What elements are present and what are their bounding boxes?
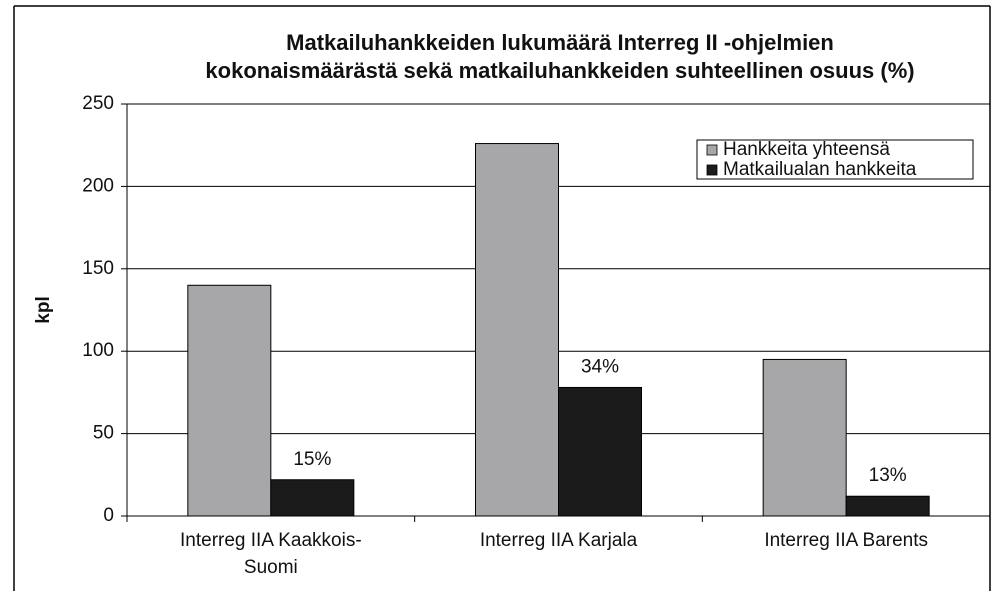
y-tick-label: 0 [103,505,114,526]
x-tick-label: Interreg IIA Barents [764,530,928,551]
y-axis-label: kpl [33,296,54,323]
y-tick-label: 200 [82,175,114,196]
bar [558,386,642,517]
x-tick-label: Interreg IIA Kaakkois- [180,530,362,551]
y-tick-label: 250 [82,93,114,114]
bar [762,358,847,517]
legend-label: Hankkeita yhteensä [723,139,890,160]
data-label: 15% [293,449,331,470]
bar [475,143,559,517]
x-tick-label: Suomi [244,557,298,578]
legend-label: Matkailualan hankkeita [723,159,917,180]
bar [845,495,930,517]
bar [187,284,272,517]
data-label: 34% [581,356,619,377]
chart-title: kokonaismäärästä sekä matkailuhankkeiden… [205,58,914,83]
x-tick-label: Interreg IIA Karjala [480,530,638,551]
y-tick-label: 50 [93,423,114,444]
bar [270,479,355,517]
legend-box [696,139,974,180]
y-tick-label: 100 [82,340,114,361]
legend-swatch [706,164,718,176]
legend-swatch [706,144,718,156]
data-label: 13% [869,465,907,486]
y-tick-label: 150 [82,258,114,279]
chart-title: Matkailuhankkeiden lukumäärä Interreg II… [286,30,834,55]
